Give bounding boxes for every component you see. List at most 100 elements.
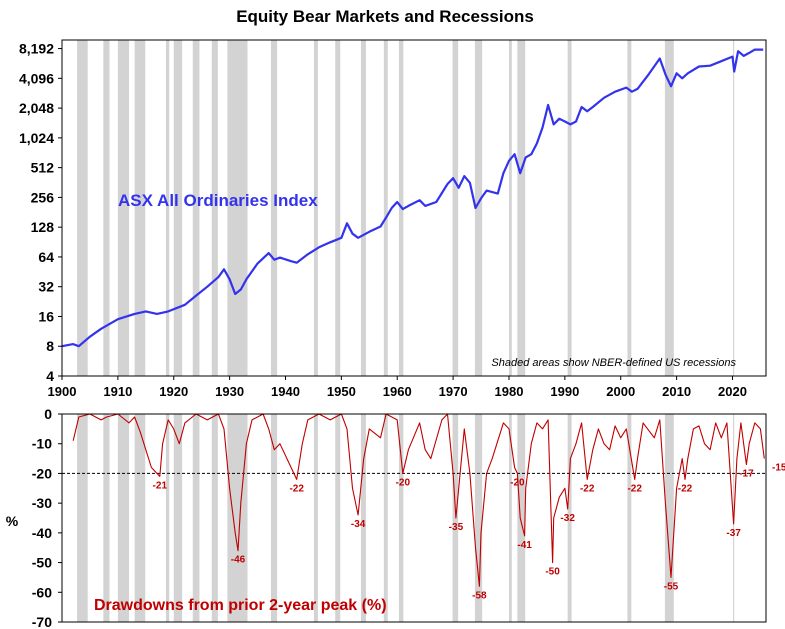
drawdown-value-label: -35 xyxy=(449,522,464,533)
y-tick-label: 512 xyxy=(31,160,55,176)
recession-shading-bottom xyxy=(77,414,735,622)
dd-y-tick-label: -60 xyxy=(32,584,52,600)
recession-band xyxy=(227,40,248,376)
recession-band xyxy=(360,40,366,376)
x-tick-label: 1940 xyxy=(271,384,300,399)
dd-y-tick-label: -10 xyxy=(32,436,52,452)
recession-band xyxy=(313,40,318,376)
y-tick-label: 4,096 xyxy=(19,70,54,86)
drawdown-panel: 0 -10 -20 -30 -40 -50 -60 -70 -21 -46 -22 -34 -20 -3… xyxy=(6,406,785,629)
recession-band xyxy=(398,414,404,622)
drawdown-value-label: -21 xyxy=(153,480,168,491)
x-tick-label: 1920 xyxy=(159,384,188,399)
recession-band xyxy=(452,414,459,622)
y-tick-label: 8,192 xyxy=(19,41,54,57)
x-tick-label: 2010 xyxy=(662,384,691,399)
drawdown-value-label: -58 xyxy=(472,590,487,601)
x-tick-label: 2020 xyxy=(718,384,747,399)
recession-band xyxy=(474,414,483,622)
drawdown-value-label: -17 xyxy=(739,469,754,480)
x-tick-label: 1960 xyxy=(383,384,412,399)
recession-band xyxy=(567,414,572,622)
x-tick-label: 1980 xyxy=(495,384,524,399)
recession-band xyxy=(165,40,170,376)
drawdown-value-label: -22 xyxy=(627,483,642,494)
drawdown-value-label: -50 xyxy=(545,567,560,578)
recession-band xyxy=(134,414,146,622)
recession-band xyxy=(383,40,388,376)
y-tick-label: 64 xyxy=(38,249,54,265)
drawdown-value-label: -20 xyxy=(510,477,525,488)
index-panel: 4 8 16 32 64 128 256 512 1,024 2,048 4,096 8,192 19… xyxy=(19,39,767,399)
dd-y-tick-label: -70 xyxy=(32,614,52,629)
recession-band xyxy=(173,40,183,376)
recession-band xyxy=(517,414,526,622)
drawdown-value-label: -34 xyxy=(351,519,366,530)
recession-band xyxy=(192,40,200,376)
drawdown-line xyxy=(72,413,765,587)
drawdown-y-label: % xyxy=(6,513,19,529)
y-tick-label: 1,024 xyxy=(19,130,54,146)
dd-y-tick-label: 0 xyxy=(44,406,52,422)
recession-band xyxy=(117,414,130,622)
recession-band xyxy=(508,414,512,622)
x-tick-label: 1990 xyxy=(550,384,579,399)
y-tick-label: 2,048 xyxy=(19,100,54,116)
y-tick-label: 16 xyxy=(38,308,54,324)
x-tick-label: 1930 xyxy=(215,384,244,399)
drawdown-value-label: -22 xyxy=(289,483,304,494)
recession-band xyxy=(508,40,512,376)
recession-band xyxy=(360,414,366,622)
recession-band xyxy=(270,414,278,622)
drawdown-value-label: -37 xyxy=(726,528,741,539)
x-tick-label: 1970 xyxy=(439,384,468,399)
drawdown-labels: -21 -46 -22 -34 -20 -35 -58 -20 -41 -50 -32 -22 -22 -… xyxy=(153,463,785,602)
recession-band xyxy=(192,414,200,622)
recession-band xyxy=(627,414,632,622)
recession-band xyxy=(335,414,341,622)
index-y-axis: 4 8 16 32 64 128 256 512 1,024 2,048 4,096 8,192 xyxy=(19,41,62,384)
drawdown-plot-frame xyxy=(61,413,767,623)
x-tick-label: 1900 xyxy=(48,384,77,399)
drawdown-value-label: -22 xyxy=(580,483,595,494)
recession-band xyxy=(211,414,218,622)
drawdown-y-axis: 0 -10 -20 -30 -40 -50 -60 -70 xyxy=(32,406,62,629)
recession-band xyxy=(270,40,278,376)
x-tick-label: 1950 xyxy=(327,384,356,399)
x-axis: 1900 1910 1920 1930 1940 1950 1960 1970 1980 1990… xyxy=(48,376,747,399)
recession-band xyxy=(77,414,88,622)
y-tick-label: 8 xyxy=(46,338,54,354)
drawdown-value-label: -55 xyxy=(664,581,679,592)
y-tick-label: 256 xyxy=(31,189,55,205)
x-tick-label: 2000 xyxy=(606,384,635,399)
drawdown-value-label: -41 xyxy=(517,540,532,551)
recession-band xyxy=(567,40,572,376)
recession-band xyxy=(134,40,146,376)
recession-band xyxy=(77,40,88,376)
dd-y-tick-label: -30 xyxy=(32,495,52,511)
index-line xyxy=(61,48,764,348)
recession-band xyxy=(103,40,110,376)
drawdown-series-label: Drawdowns from prior 2-year peak (%) xyxy=(94,597,387,614)
index-plot-frame xyxy=(61,39,767,377)
recession-band xyxy=(664,414,674,622)
recession-band xyxy=(173,414,183,622)
recession-band xyxy=(117,40,130,376)
recession-band xyxy=(452,40,459,376)
drawdown-value-label: -32 xyxy=(560,513,575,524)
dd-y-tick-label: -20 xyxy=(32,465,52,481)
dd-y-tick-label: -50 xyxy=(32,555,52,571)
y-tick-label: 32 xyxy=(38,279,54,295)
y-tick-label: 128 xyxy=(31,219,55,235)
x-tick-label: 1910 xyxy=(103,384,132,399)
drawdown-value-label: -20 xyxy=(396,477,411,488)
recession-band xyxy=(733,40,735,376)
recession-band xyxy=(664,40,674,376)
recession-band xyxy=(383,414,388,622)
recession-band xyxy=(103,414,110,622)
recession-band xyxy=(165,414,170,622)
recession-band xyxy=(517,40,526,376)
drawdown-value-label: -15 xyxy=(772,463,785,474)
dd-y-tick-label: -40 xyxy=(32,525,52,541)
